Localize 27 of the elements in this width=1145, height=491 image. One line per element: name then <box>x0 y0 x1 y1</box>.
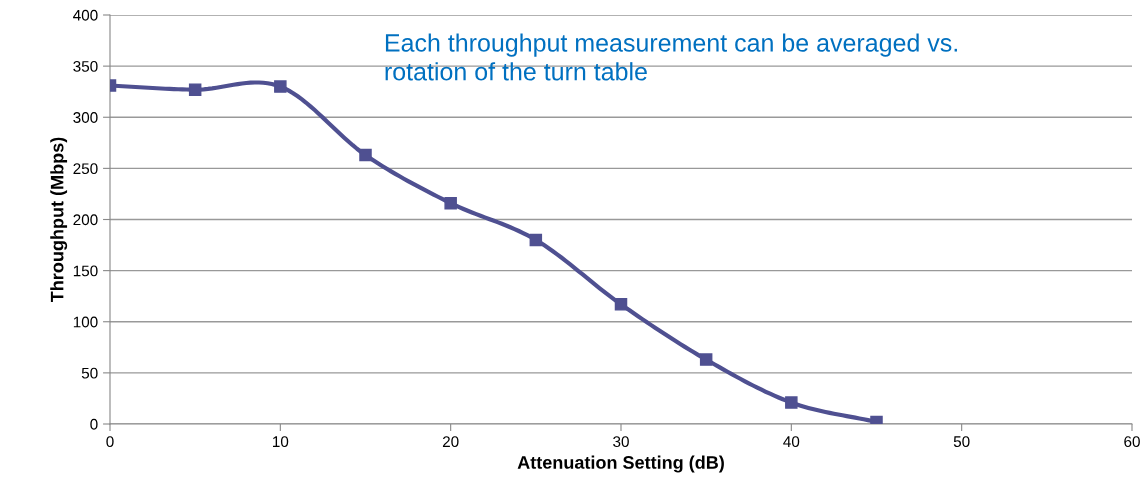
point <box>274 80 287 93</box>
point <box>529 233 543 247</box>
x-tick-label: 60 <box>1124 436 1140 448</box>
point <box>614 298 628 311</box>
y-tick-label: 350 <box>73 60 98 72</box>
y-tick-label: 0 <box>90 418 98 430</box>
point <box>785 396 798 409</box>
point <box>188 83 202 96</box>
y-tick-label: 250 <box>73 163 98 175</box>
point <box>359 148 372 162</box>
annotation: Each throughput measurement can be averaged vs. rotation of the turn table <box>385 33 957 81</box>
y-tick-label: 150 <box>73 265 98 277</box>
point <box>444 196 457 210</box>
point <box>699 353 713 366</box>
y-axis-title: Throughput (Mbps) <box>50 137 68 303</box>
x-tick-label: 40 <box>783 436 800 448</box>
x-tick-label: 10 <box>273 436 289 448</box>
y-tick-label: 200 <box>73 214 98 226</box>
y-tick-label: 300 <box>73 112 98 123</box>
y-tick-label: 50 <box>81 367 98 379</box>
y-tick-label: 100 <box>73 316 98 328</box>
x-axis-title: Attenuation Setting (dB) <box>517 455 724 473</box>
x-tick-label: 20 <box>442 436 459 448</box>
x-tick-label: 0 <box>106 436 114 448</box>
y-tick-label: 400 <box>73 9 98 21</box>
x-tick-label: 50 <box>953 436 970 448</box>
x-tick-label: 30 <box>613 436 629 448</box>
